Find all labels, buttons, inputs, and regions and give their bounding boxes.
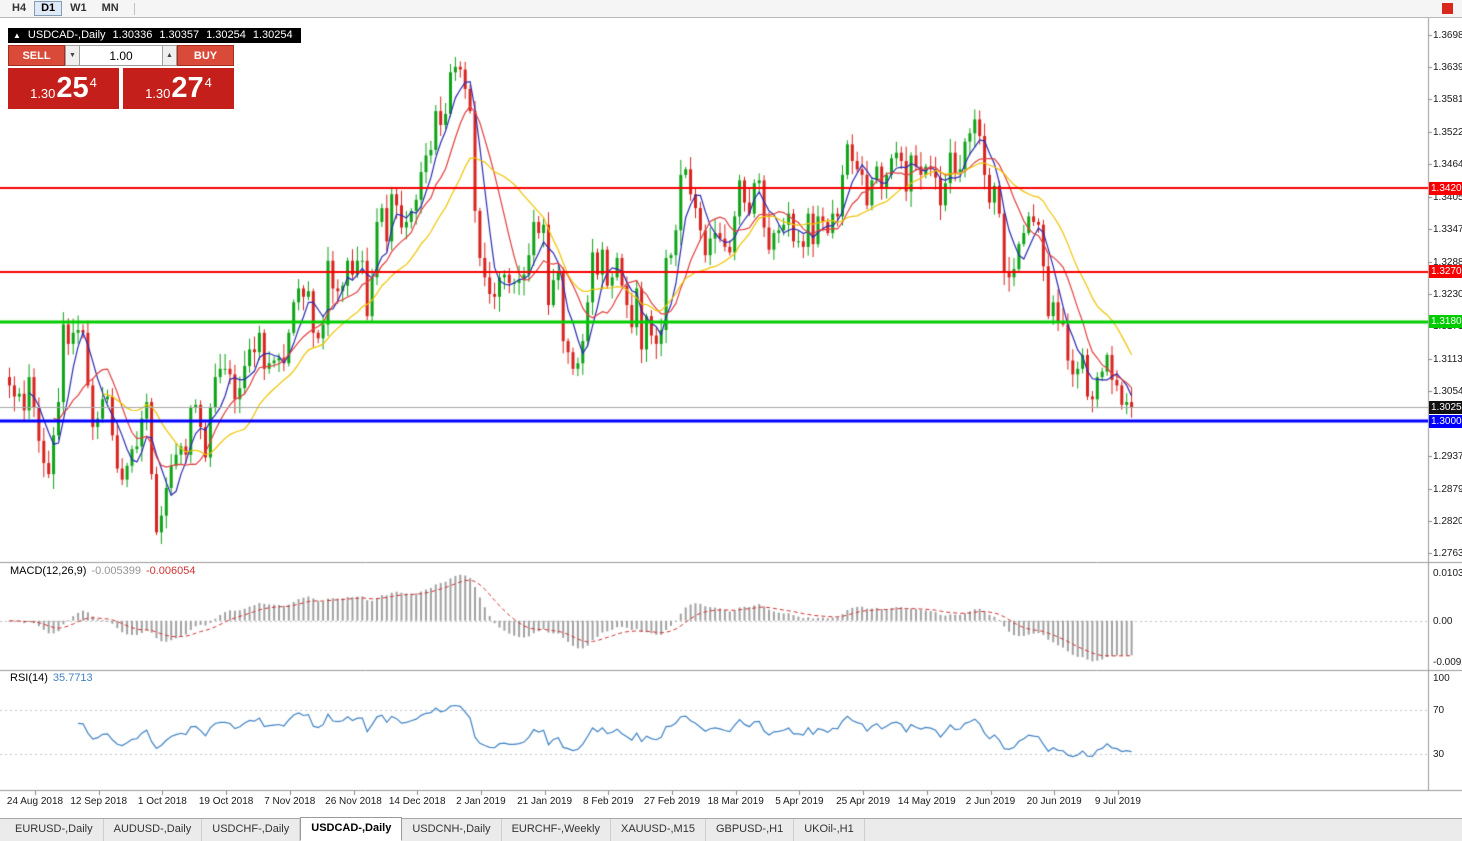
price-scale-label: 1.29375 [1433, 451, 1462, 463]
price-scale-label: 1.36395 [1433, 62, 1462, 74]
sell-button[interactable]: SELL [8, 45, 65, 66]
bid-price-badge: 1.30254 [1429, 400, 1462, 414]
chart-tab-bar: EURUSD-,Daily AUDUSD-,Daily USDCHF-,Daily U… [0, 817, 1462, 841]
date-axis-label: 5 Apr 2019 [775, 796, 824, 807]
price-scale-label: 1.28205 [1433, 515, 1462, 527]
date-axis-label: 2 Jan 2019 [456, 796, 506, 807]
date-axis-label: 27 Feb 2019 [643, 796, 701, 807]
price-line-badge: 1.30004 [1429, 414, 1462, 428]
chart-tab-xauusd-m15[interactable]: XAUUSD-,M15 [611, 819, 706, 841]
date-axis-label: 2 Jun 2019 [965, 796, 1016, 807]
price-scale-label: 1.32300 [1433, 289, 1462, 300]
date-axis-label: 19 Oct 2018 [198, 796, 254, 807]
date-axis-label: 24 Aug 2018 [6, 796, 64, 807]
timeframe-toolbar: H4 D1 W1 MN [0, 0, 1462, 18]
sell-price-whole: 1.30 [30, 85, 56, 101]
price-scale-label: 1.35225 [1433, 126, 1462, 138]
period-button-h4[interactable]: H4 [5, 1, 33, 16]
macd-signal-value: -0.006054 [145, 565, 196, 577]
price-line-badge: 1.34206 [1429, 181, 1462, 195]
date-axis-label: 12 Sep 2018 [70, 796, 128, 807]
buy-button[interactable]: BUY [177, 45, 234, 66]
price-scale-label: 1.34640 [1433, 159, 1462, 171]
chart-tab-eurusd-daily[interactable]: EURUSD-,Daily [5, 819, 104, 841]
buy-price-pips: 27 [171, 72, 204, 104]
rsi-scale-label: 100 [1433, 673, 1450, 684]
price-scale-label: 1.28790 [1433, 483, 1462, 495]
chart-tab-usdchf-daily[interactable]: USDCHF-,Daily [202, 819, 301, 841]
date-axis-label: 7 Nov 2018 [264, 796, 316, 807]
macd-scale-label: 0.00 [1433, 615, 1453, 627]
price-scale-label: 1.31130 [1433, 353, 1462, 365]
red-status-icon [1442, 3, 1453, 14]
buy-price-whole: 1.30 [145, 85, 171, 101]
date-axis-label: 18 Mar 2019 [707, 796, 764, 807]
date-axis-label: 14 Dec 2018 [388, 796, 446, 807]
macd-scale-label: 0.010311 [1433, 568, 1462, 579]
price-scale-label: 1.30545 [1433, 386, 1462, 398]
collapse-panel-arrow-icon[interactable]: ▲ [13, 30, 21, 40]
price-scale-label: 1.27635 [1433, 547, 1462, 559]
period-button-w1[interactable]: W1 [63, 1, 94, 16]
date-axis-label: 9 Jul 2019 [1094, 796, 1141, 807]
chart-tab-gbpusd-h1[interactable]: GBPUSD-,H1 [706, 819, 795, 841]
ohlc-open: 1.30336 [112, 29, 153, 41]
chart-tabs: EURUSD-,Daily AUDUSD-,Daily USDCHF-,Daily U… [5, 817, 865, 841]
macd-name: MACD(12,26,9) [10, 565, 87, 577]
price-scale-label: 1.34055 [1433, 191, 1462, 203]
volume-input[interactable] [80, 45, 162, 66]
chart-tab-eurchf-weekly[interactable]: EURCHF-,Weekly [502, 819, 611, 841]
price-scale-label: 1.35810 [1433, 94, 1462, 106]
price-scale-label: 1.36980 [1433, 29, 1462, 41]
rsi-name: RSI(14) [10, 672, 48, 684]
period-buttons: H4 D1 W1 MN [5, 1, 127, 16]
ohlc-close: 1.30254 [252, 29, 293, 41]
chart-tab-usdcnh-daily[interactable]: USDCNH-,Daily [402, 819, 502, 841]
sell-price-pips: 25 [56, 72, 89, 104]
price-scale-label: 1.32885 [1433, 256, 1462, 268]
volume-decrease-button[interactable]: ▼ [65, 45, 80, 66]
buy-price-point: 4 [204, 74, 212, 90]
date-axis-label: 8 Feb 2019 [582, 796, 634, 807]
rsi-scale-label: 70 [1433, 705, 1445, 717]
macd-indicator-label: MACD(12,26,9) -0.005399 -0.006054 [10, 565, 201, 577]
date-axis-label: 14 May 2019 [897, 796, 956, 807]
date-axis-label: 21 Jan 2019 [517, 796, 573, 807]
rsi-indicator-label: RSI(14) 35.7713 [10, 672, 98, 684]
chart-ohlc-header: ▲ USDCAD-,Daily 1.30336 1.30357 1.30254 … [8, 28, 301, 43]
chart-tab-audusd-daily[interactable]: AUDUSD-,Daily [104, 819, 203, 841]
date-axis-label: 26 Nov 2018 [325, 796, 382, 807]
date-axis-label: 1 Oct 2018 [137, 796, 187, 807]
chart-symbol-period: USDCAD-,Daily [27, 29, 106, 41]
period-button-d1[interactable]: D1 [34, 1, 63, 16]
volume-increase-button[interactable]: ▲ [162, 45, 177, 66]
chart-tab-ukoil-h1[interactable]: UKOil-,H1 [794, 819, 865, 841]
toolbar-separator [133, 2, 135, 15]
date-axis-label: 25 Apr 2019 [836, 796, 891, 807]
macd-main-value: -0.005399 [91, 565, 141, 577]
macd-scale-label: -0.009206 [1433, 657, 1462, 668]
ohlc-high: 1.30357 [159, 29, 200, 41]
chart-tab-usdcad-daily[interactable]: USDCAD-,Daily [300, 817, 403, 841]
ohlc-low: 1.30254 [206, 29, 246, 41]
date-axis-label: 20 Jun 2019 [1026, 796, 1082, 807]
rsi-value: 35.7713 [52, 672, 93, 684]
rsi-scale-label: 30 [1433, 748, 1445, 760]
sell-price-point: 4 [89, 74, 97, 90]
sell-price-box[interactable]: 1.30 25 4 [8, 68, 119, 109]
buy-price-box[interactable]: 1.30 27 4 [123, 68, 234, 109]
period-button-mn[interactable]: MN [95, 1, 126, 16]
price-scale-label: 1.33470 [1433, 224, 1462, 236]
